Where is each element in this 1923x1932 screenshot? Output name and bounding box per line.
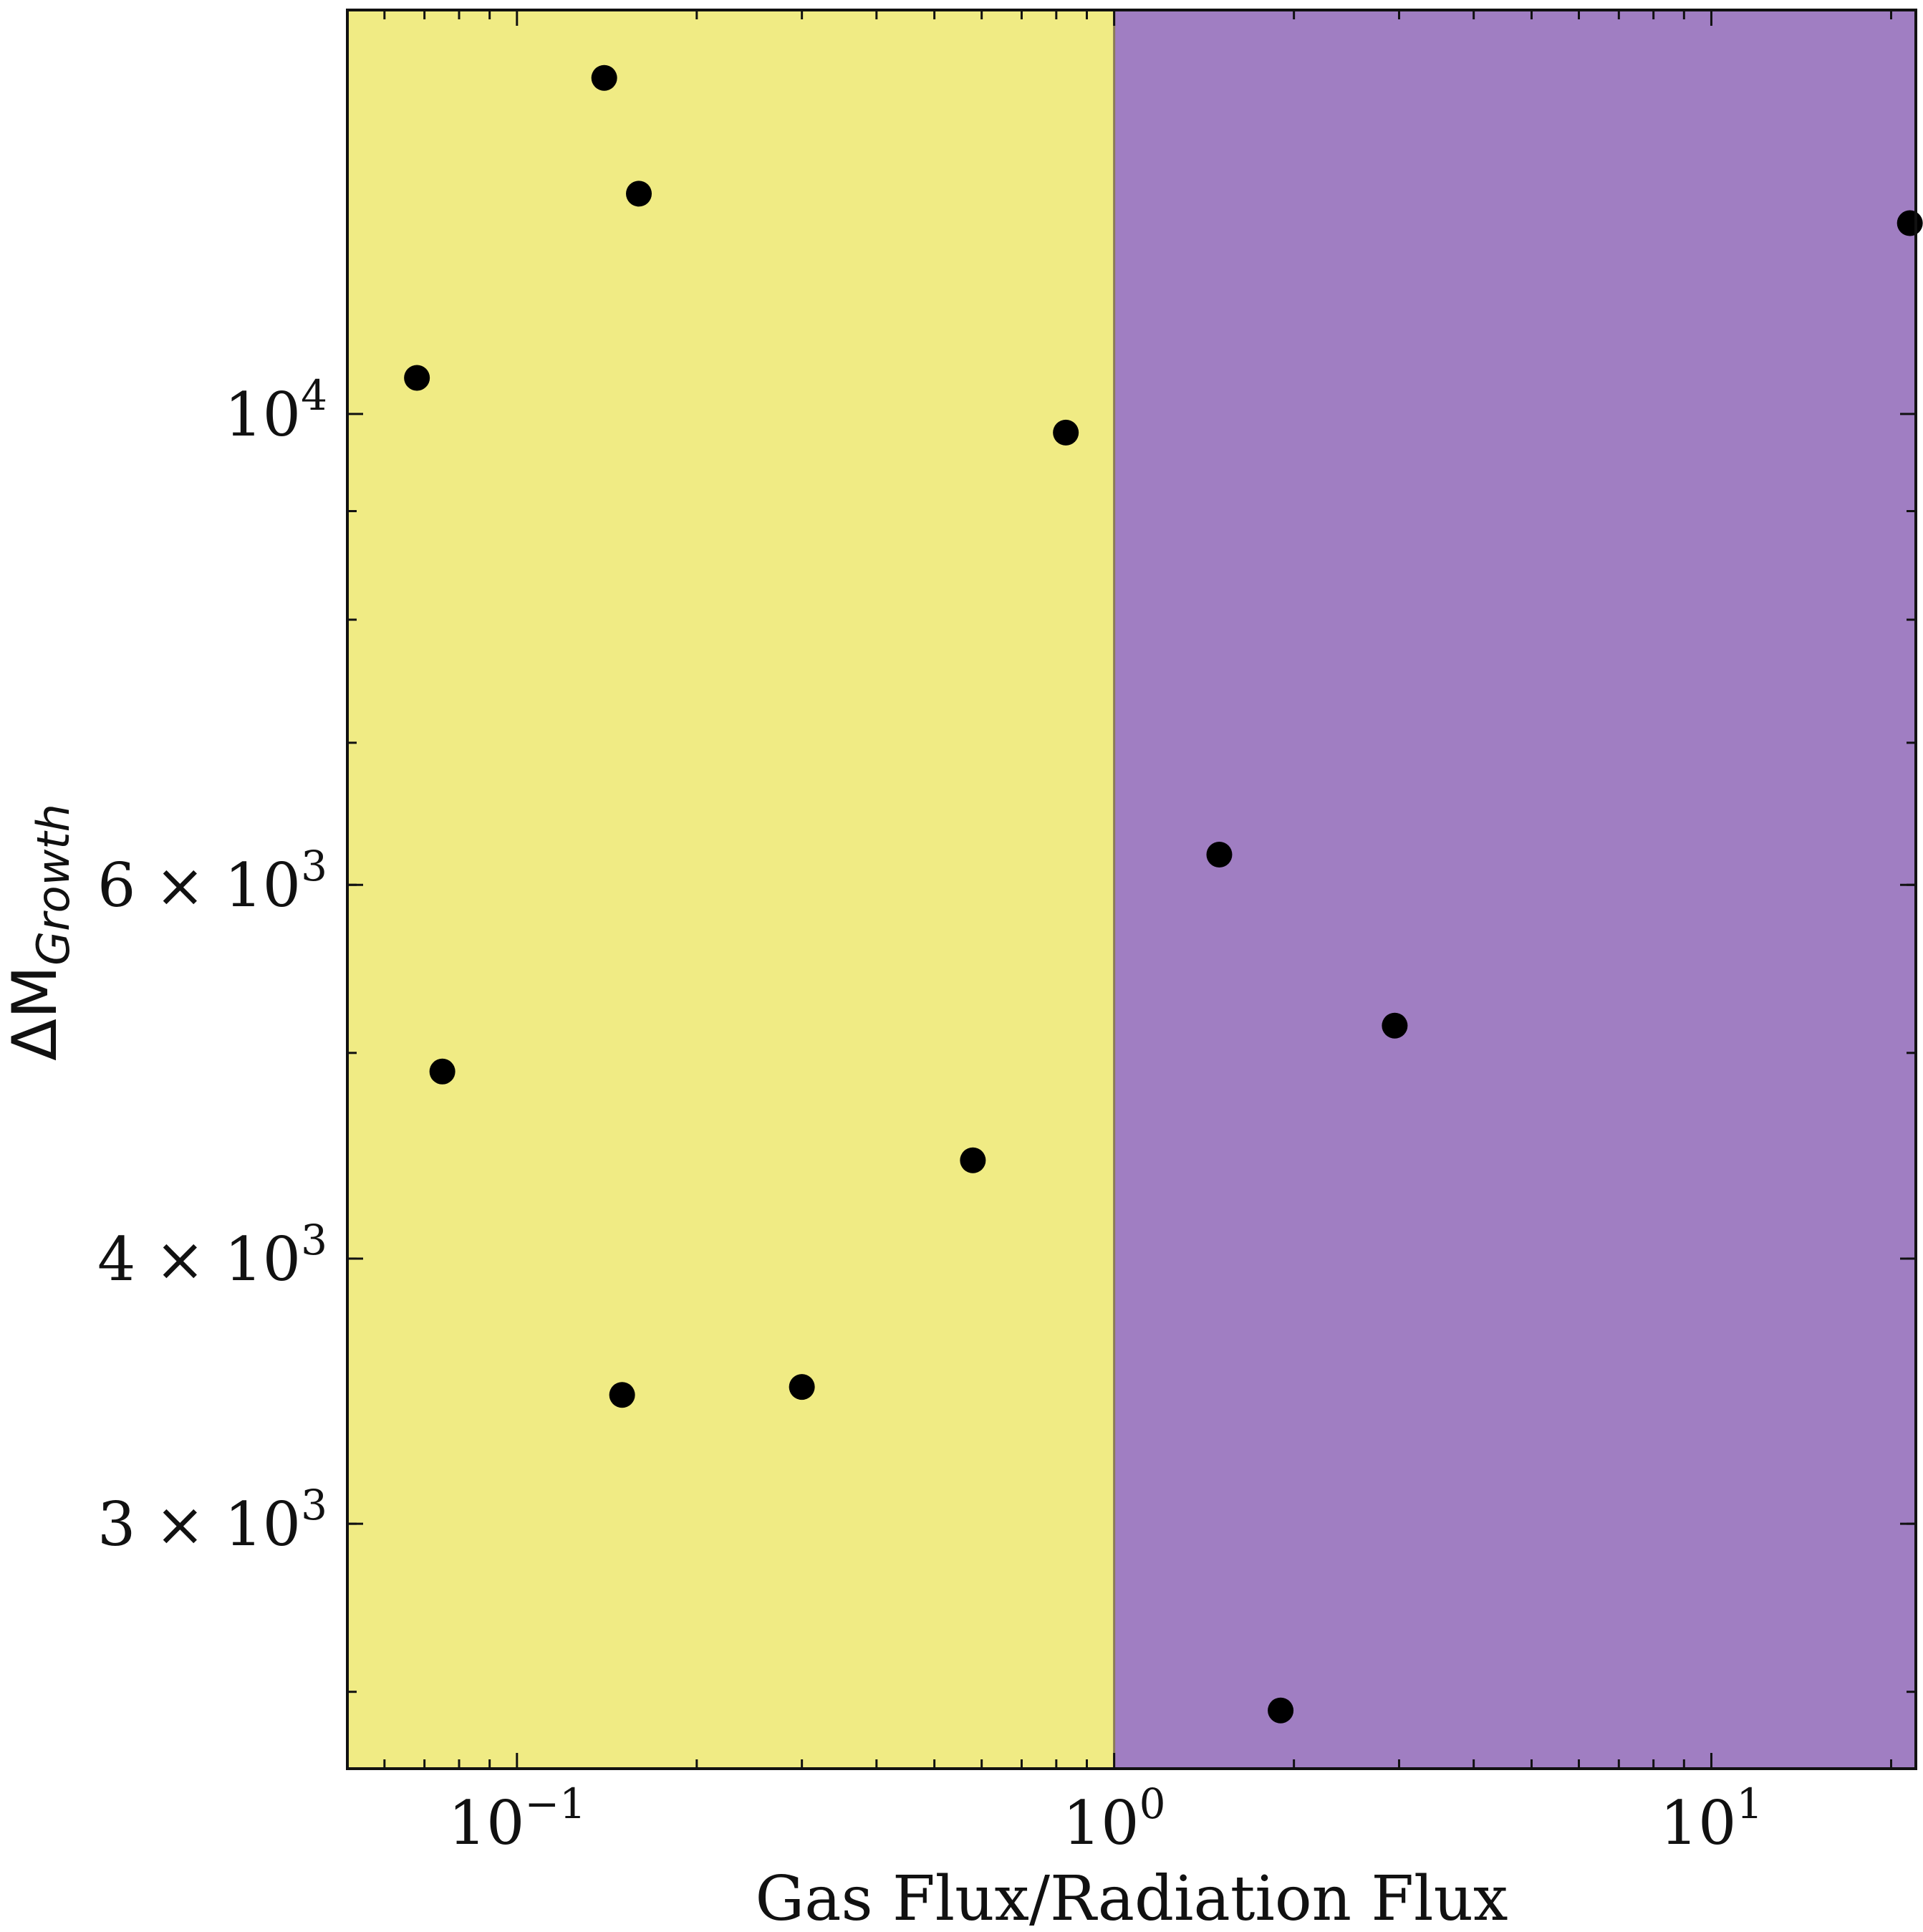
data-point — [1206, 842, 1233, 868]
plot-frame — [346, 9, 1917, 1770]
y-tick-label: 3 × 103 — [97, 1481, 327, 1559]
x-axis-label-text: Gas Flux/Radiation Flux — [756, 1863, 1508, 1932]
x-axis-label: Gas Flux/Radiation Flux — [756, 1863, 1508, 1932]
x-tick-label: 100 — [1063, 1779, 1166, 1858]
y-tick-label: 6 × 103 — [97, 842, 327, 921]
data-point — [404, 365, 430, 391]
shaded-regions — [347, 10, 1916, 1769]
y-tick-label: 4 × 103 — [97, 1216, 327, 1294]
data-point — [1053, 419, 1079, 446]
data-point — [1897, 210, 1923, 236]
region-radiation-dominated — [1114, 10, 1916, 1769]
y-axis-label: ΔMGrowth — [0, 804, 79, 1061]
data-point — [1382, 1012, 1408, 1039]
data-point — [609, 1382, 635, 1408]
data-point — [626, 181, 652, 207]
y-tick-label: 104 — [224, 371, 327, 450]
y-axis-label-main: ΔM — [0, 966, 71, 1061]
axis-ticks: 10−1 100 101 104 6 × 103 4 × 103 3 × 103 — [97, 10, 1916, 1858]
x-tick-label: 101 — [1660, 1779, 1763, 1858]
y-axis-label-subscript: Growth — [27, 804, 79, 966]
data-point — [789, 1374, 815, 1400]
data-point — [591, 64, 617, 91]
data-point — [1268, 1697, 1294, 1724]
x-tick-label: 10−1 — [448, 1779, 586, 1858]
y-axis-label-text: ΔMGrowth — [0, 804, 79, 1061]
data-point — [960, 1147, 986, 1173]
data-point — [429, 1058, 456, 1085]
region-gas-dominated — [347, 10, 1114, 1769]
